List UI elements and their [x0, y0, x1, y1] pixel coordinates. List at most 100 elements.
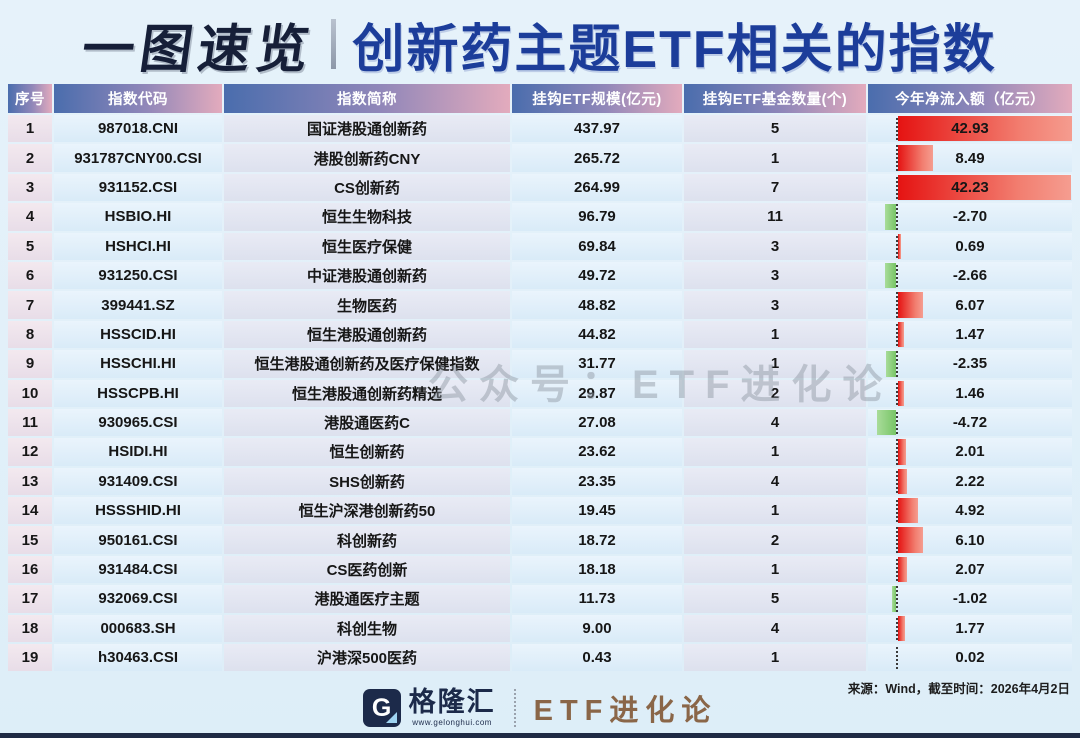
table-row: 16 931484.CSI CS医药创新 18.18 1 2.07 — [8, 555, 1072, 584]
cell-name: 沪港深500医药 — [224, 644, 510, 672]
cell-name: 恒生生物科技 — [224, 203, 510, 231]
cell-name: SHS创新药 — [224, 467, 510, 496]
cell-scale: 19.45 — [512, 497, 682, 525]
inflow-value: -2.35 — [952, 355, 988, 373]
cell-fund-count: 5 — [684, 585, 866, 613]
cell-index: 11 — [8, 408, 52, 437]
cell-scale: 18.18 — [512, 555, 682, 584]
cell-inflow: 1.46 — [868, 379, 1072, 407]
cell-index: 18 — [8, 614, 52, 643]
cell-name: 中证港股通创新药 — [224, 261, 510, 290]
inflow-bar — [876, 409, 896, 436]
table-row: 18 000683.SH 科创生物 9.00 4 1.77 — [8, 614, 1072, 643]
cell-name: 科创新药 — [224, 526, 510, 554]
cell-scale: 0.43 — [512, 644, 682, 672]
table-row: 19 h30463.CSI 沪港深500医药 0.43 1 0.02 — [8, 644, 1072, 672]
inflow-value: 1.46 — [955, 384, 985, 402]
inflow-value: 6.10 — [955, 531, 985, 549]
cell-fund-count: 3 — [684, 291, 866, 319]
cell-code: 399441.SZ — [54, 291, 222, 319]
cell-scale: 11.73 — [512, 585, 682, 613]
cell-index: 10 — [8, 379, 52, 407]
cell-index: 14 — [8, 497, 52, 525]
cell-scale: 44.82 — [512, 320, 682, 349]
column-header-code: 指数代码 — [54, 84, 222, 113]
inflow-value: 42.23 — [951, 178, 989, 196]
cell-code: HSIDI.HI — [54, 438, 222, 466]
cell-code: 931409.CSI — [54, 467, 222, 496]
cell-fund-count: 2 — [684, 526, 866, 554]
cell-index: 19 — [8, 644, 52, 672]
cell-inflow: 2.22 — [868, 467, 1072, 496]
cell-scale: 48.82 — [512, 291, 682, 319]
cell-code: HSSCID.HI — [54, 320, 222, 349]
inflow-value: 1.47 — [955, 325, 985, 343]
cell-scale: 69.84 — [512, 232, 682, 260]
inflow-baseline — [896, 350, 898, 378]
cell-inflow: 6.10 — [868, 526, 1072, 554]
cell-name: CS创新药 — [224, 173, 510, 202]
cell-inflow: -4.72 — [868, 408, 1072, 437]
cell-name: 恒生港股通创新药及医疗保健指数 — [224, 350, 510, 378]
cell-code: 931787CNY00.CSI — [54, 144, 222, 172]
cell-inflow: 4.92 — [868, 497, 1072, 525]
cell-index: 6 — [8, 261, 52, 290]
cell-scale: 96.79 — [512, 203, 682, 231]
inflow-value: 42.93 — [951, 120, 989, 138]
page-title: 创新药主题ETF相关的指数 — [352, 20, 997, 79]
brand-group: G 格隆汇 www.gelonghui.com — [362, 689, 496, 727]
inflow-baseline — [896, 115, 898, 143]
inflow-value: -4.72 — [952, 414, 988, 432]
cell-scale: 265.72 — [512, 144, 682, 172]
cell-name: 港股通医疗主题 — [224, 585, 510, 613]
cell-scale: 437.97 — [512, 115, 682, 143]
inflow-bar — [898, 321, 904, 348]
inflow-value: 1.77 — [955, 619, 985, 637]
cell-fund-count: 2 — [684, 379, 866, 407]
cell-index: 3 — [8, 173, 52, 202]
inflow-baseline — [896, 291, 898, 319]
column-header-index: 序号 — [8, 84, 52, 113]
inflow-bar — [886, 351, 896, 377]
table-row: 10 HSSCPB.HI 恒生港股通创新药精选 29.87 2 1.46 — [8, 379, 1072, 407]
cell-code: 932069.CSI — [54, 585, 222, 613]
cell-name: 恒生港股通创新药 — [224, 320, 510, 349]
cell-index: 8 — [8, 320, 52, 349]
cell-scale: 18.72 — [512, 526, 682, 554]
cell-index: 15 — [8, 526, 52, 554]
cell-code: 931250.CSI — [54, 261, 222, 290]
cell-index: 4 — [8, 203, 52, 231]
cell-scale: 29.87 — [512, 379, 682, 407]
cell-fund-count: 5 — [684, 115, 866, 143]
cell-index: 7 — [8, 291, 52, 319]
cell-fund-count: 1 — [684, 555, 866, 584]
inflow-baseline — [896, 408, 898, 437]
column-header-name: 指数简称 — [224, 84, 510, 113]
inflow-value: 2.07 — [955, 561, 985, 579]
inflow-bar — [898, 439, 907, 465]
bottom-accent-strip — [0, 733, 1080, 738]
cell-code: HSBIO.HI — [54, 203, 222, 231]
inflow-baseline — [896, 497, 898, 525]
cell-fund-count: 11 — [684, 203, 866, 231]
cell-inflow: 2.01 — [868, 438, 1072, 466]
inflow-value: 6.07 — [955, 296, 985, 314]
inflow-bar — [898, 145, 933, 171]
cell-index: 9 — [8, 350, 52, 378]
cell-name: 国证港股通创新药 — [224, 115, 510, 143]
title-bar: 一图速览 创新药主题ETF相关的指数 — [0, 6, 1080, 82]
table-row: 17 932069.CSI 港股通医疗主题 11.73 5 -1.02 — [8, 585, 1072, 613]
cell-scale: 23.62 — [512, 438, 682, 466]
inflow-baseline — [896, 320, 898, 349]
inflow-bar — [898, 233, 901, 259]
cell-fund-count: 4 — [684, 408, 866, 437]
inflow-baseline — [896, 555, 898, 584]
inflow-value: 0.02 — [955, 649, 985, 667]
inflow-baseline — [896, 467, 898, 496]
gelonghui-logo-icon: G — [362, 689, 401, 727]
inflow-bar — [898, 380, 904, 406]
cell-index: 17 — [8, 585, 52, 613]
brand-url: www.gelonghui.com — [412, 718, 492, 727]
table-body: 1 987018.CNI 国证港股通创新药 437.97 5 42.93 2 9… — [8, 115, 1072, 672]
